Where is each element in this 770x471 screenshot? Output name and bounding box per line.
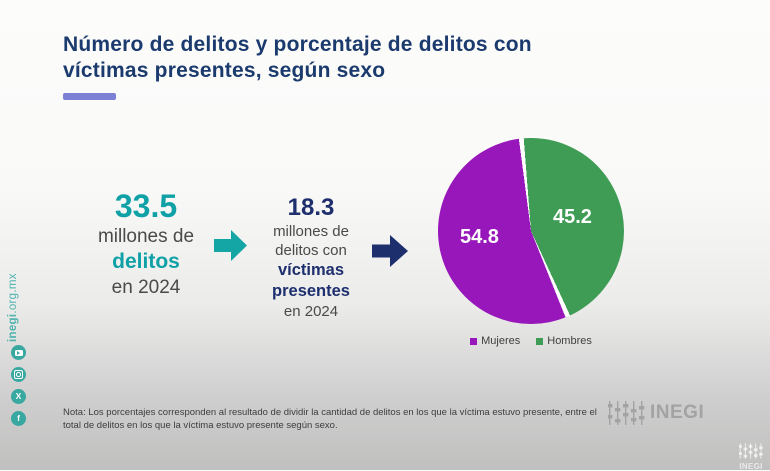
page-title: Número de delitos y porcentaje de delito…: [63, 33, 532, 82]
facebook-glyph: f: [17, 413, 20, 424]
legend-item-mujeres: Mujeres: [470, 335, 520, 347]
facebook-icon[interactable]: f: [11, 411, 26, 426]
x-glyph: X: [15, 391, 22, 402]
footnote: Nota: Los porcentajes corresponden al re…: [63, 407, 597, 431]
stat-total-value: 33.5: [114, 188, 178, 224]
inegi-logo: INEGI: [608, 401, 704, 425]
stat-present-line4: presentes: [272, 282, 350, 300]
site-url-bold: inegi: [7, 313, 19, 342]
pie-label-mujeres: 54.8: [460, 226, 499, 248]
instagram-icon[interactable]: [11, 367, 26, 382]
youtube-icon[interactable]: [11, 345, 26, 360]
stat-present-line2: delitos con: [275, 242, 347, 259]
legend-label-hombres: Hombres: [547, 335, 592, 347]
pie-label-hombres: 45.2: [553, 206, 592, 228]
arrow-right-navy-icon: [372, 235, 408, 267]
social-icons-column: X f: [11, 345, 26, 426]
inegi-wordmark: INEGI: [650, 402, 705, 423]
stat-total-crimes: 33.5 millones de delitos en 2024: [78, 188, 214, 300]
stat-total-line1: millones de: [97, 226, 195, 247]
inegi-abacus-icon: [608, 401, 645, 425]
legend-swatch-hombres: [536, 337, 544, 345]
stat-present-line5: en 2024: [283, 303, 339, 320]
x-icon[interactable]: X: [11, 389, 26, 404]
arrow-right-teal-icon: [214, 230, 247, 261]
stat-victims-present: 18.3 millones de delitos con víctimas pr…: [252, 194, 370, 321]
stat-present-value: 18.3: [287, 194, 335, 221]
inegi-corner-abacus-icon: [739, 443, 763, 459]
site-url-rest: .org.mx: [7, 273, 19, 314]
inegi-corner-logo: INEGI: [739, 441, 763, 471]
stat-total-line3: en 2024: [111, 277, 181, 298]
inegi-corner-wordmark: INEGI: [739, 462, 763, 471]
pie-legend: Mujeres Hombres: [438, 335, 624, 347]
legend-swatch-mujeres: [470, 337, 478, 345]
stat-present-line3: víctimas: [277, 261, 345, 279]
legend-item-hombres: Hombres: [536, 335, 592, 347]
title-underline: [63, 93, 116, 100]
pie-chart-victims-by-sex: 54.8 45.2: [438, 138, 624, 324]
stat-present-line1: millones de: [273, 223, 349, 240]
youtube-play-glyph: [14, 349, 23, 356]
site-url-vertical: inegi.org.mx: [7, 273, 19, 342]
stat-total-line2: delitos: [112, 250, 180, 273]
legend-label-mujeres: Mujeres: [481, 335, 521, 347]
instagram-camera-glyph: [14, 370, 23, 379]
